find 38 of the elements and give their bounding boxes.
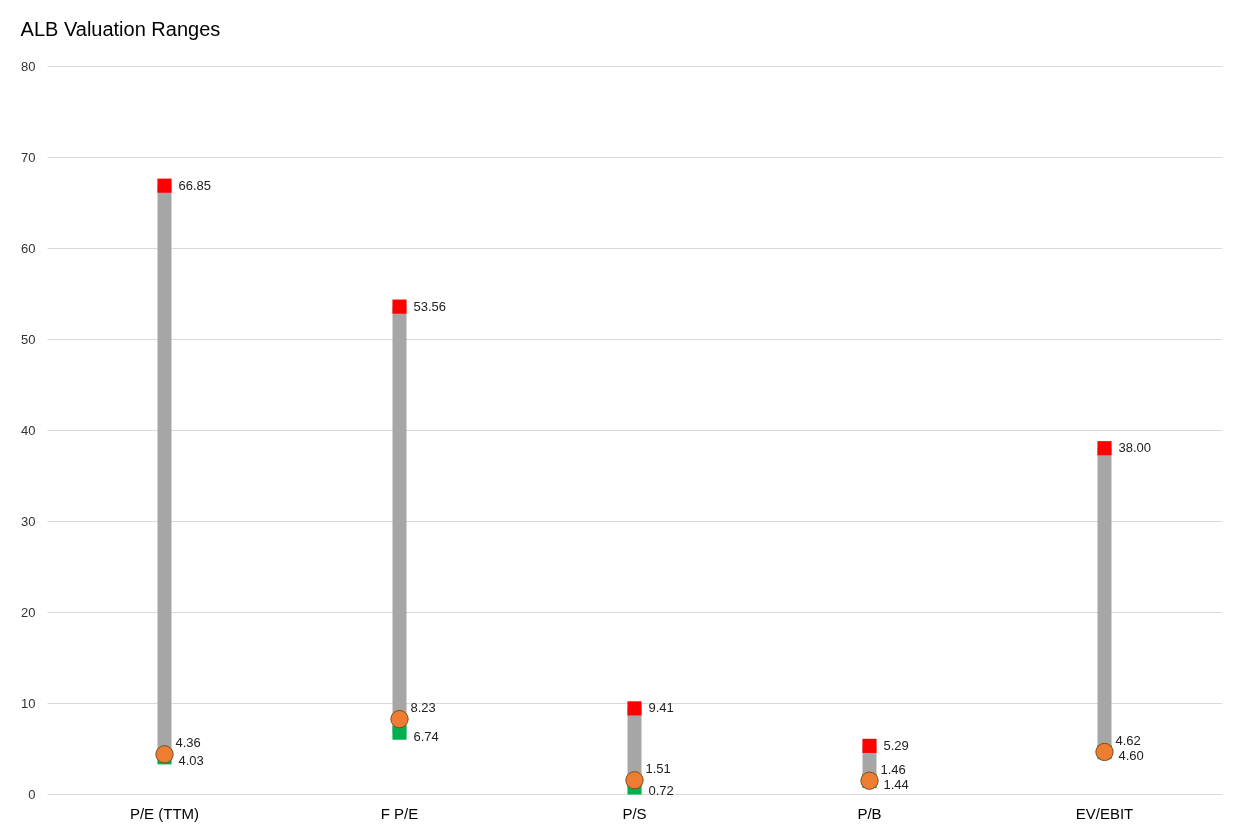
y-tick-label: 10 xyxy=(21,695,36,711)
data-label: 4.03 xyxy=(178,753,204,769)
x-tick-label: EV/EBIT xyxy=(1075,804,1134,822)
point xyxy=(627,701,642,716)
point xyxy=(155,745,174,764)
x-tick-label: P/S xyxy=(622,804,647,822)
data-label: 1.44 xyxy=(883,776,909,792)
data-label: 6.74 xyxy=(413,728,439,744)
data-label: 8.23 xyxy=(410,700,436,716)
data-label: 9.41 xyxy=(648,700,674,716)
y-tick-label: 30 xyxy=(21,513,36,529)
y-tick-label: 0 xyxy=(28,786,36,802)
data-label: 4.60 xyxy=(1118,748,1144,764)
y-tick-label: 80 xyxy=(21,58,36,74)
data-label: 38.00 xyxy=(1118,440,1152,456)
x-tick-label: P/B xyxy=(857,804,882,822)
point xyxy=(157,178,172,193)
y-tick-label: 60 xyxy=(21,240,36,256)
data-label: 66.85 xyxy=(178,177,212,193)
point xyxy=(862,738,877,753)
y-tick-label: 40 xyxy=(21,422,36,438)
data-label: 5.29 xyxy=(883,737,909,753)
point xyxy=(390,709,409,729)
data-label: 1.51 xyxy=(645,761,671,777)
y-tick-label: 70 xyxy=(21,149,36,165)
y-tick-label: 50 xyxy=(21,331,36,347)
data-label: 1.46 xyxy=(880,761,906,777)
y-tick-label: 20 xyxy=(21,604,36,620)
data-label: 0.72 xyxy=(648,783,674,799)
point xyxy=(625,771,644,790)
x-tick-label: F P/E xyxy=(380,804,419,822)
point xyxy=(392,299,407,314)
data-label: 4.36 xyxy=(175,735,201,751)
data-label: 4.62 xyxy=(1115,732,1141,748)
chart-title: ALB Valuation Ranges xyxy=(20,18,221,40)
data-label: 53.56 xyxy=(413,298,447,314)
x-tick-label: P/E (TTM) xyxy=(129,804,200,822)
point xyxy=(1097,441,1112,456)
